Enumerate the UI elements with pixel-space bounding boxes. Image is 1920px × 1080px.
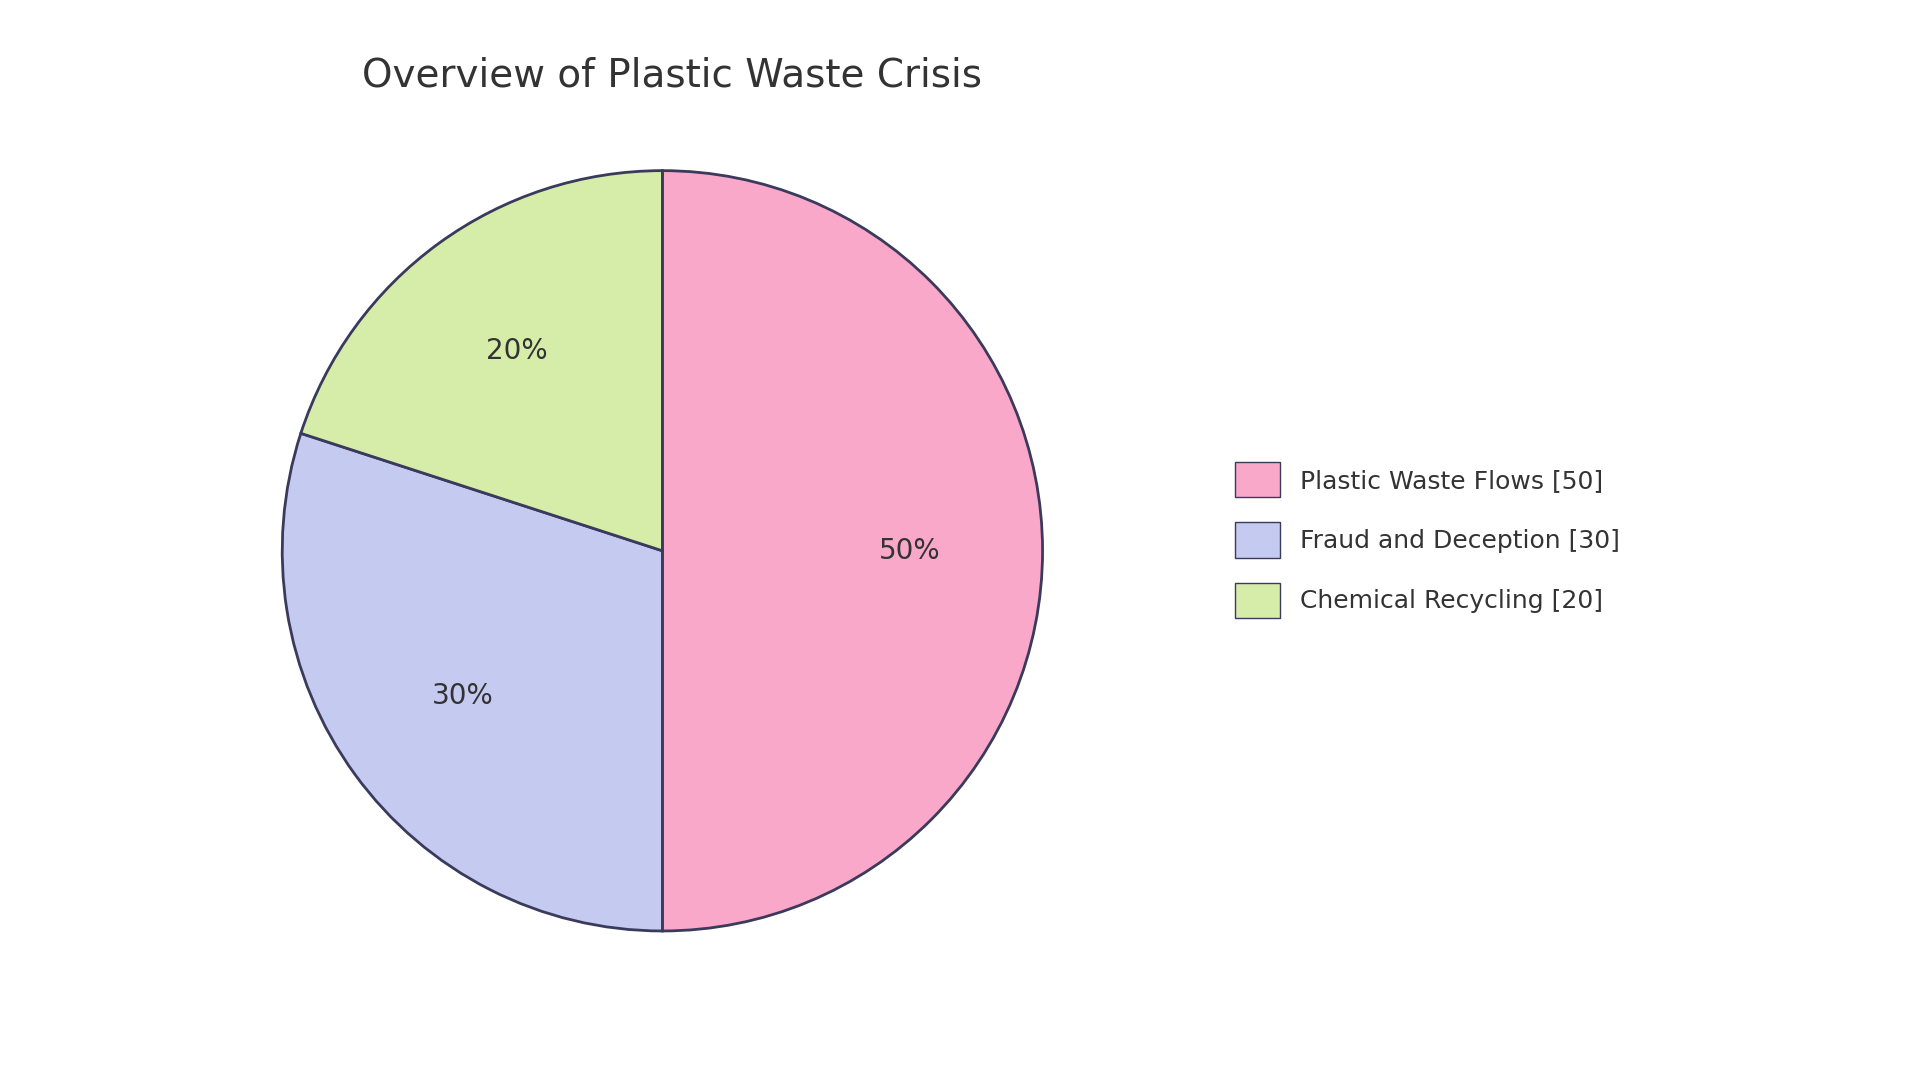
Text: 20%: 20% [486,337,547,365]
Text: 30%: 30% [432,683,493,710]
Legend: Plastic Waste Flows [50], Fraud and Deception [30], Chemical Recycling [20]: Plastic Waste Flows [50], Fraud and Dece… [1223,449,1632,631]
Text: 50%: 50% [879,537,941,565]
Wedge shape [662,171,1043,931]
Wedge shape [282,433,662,931]
Wedge shape [301,171,662,551]
Text: Overview of Plastic Waste Crisis: Overview of Plastic Waste Crisis [363,56,981,95]
